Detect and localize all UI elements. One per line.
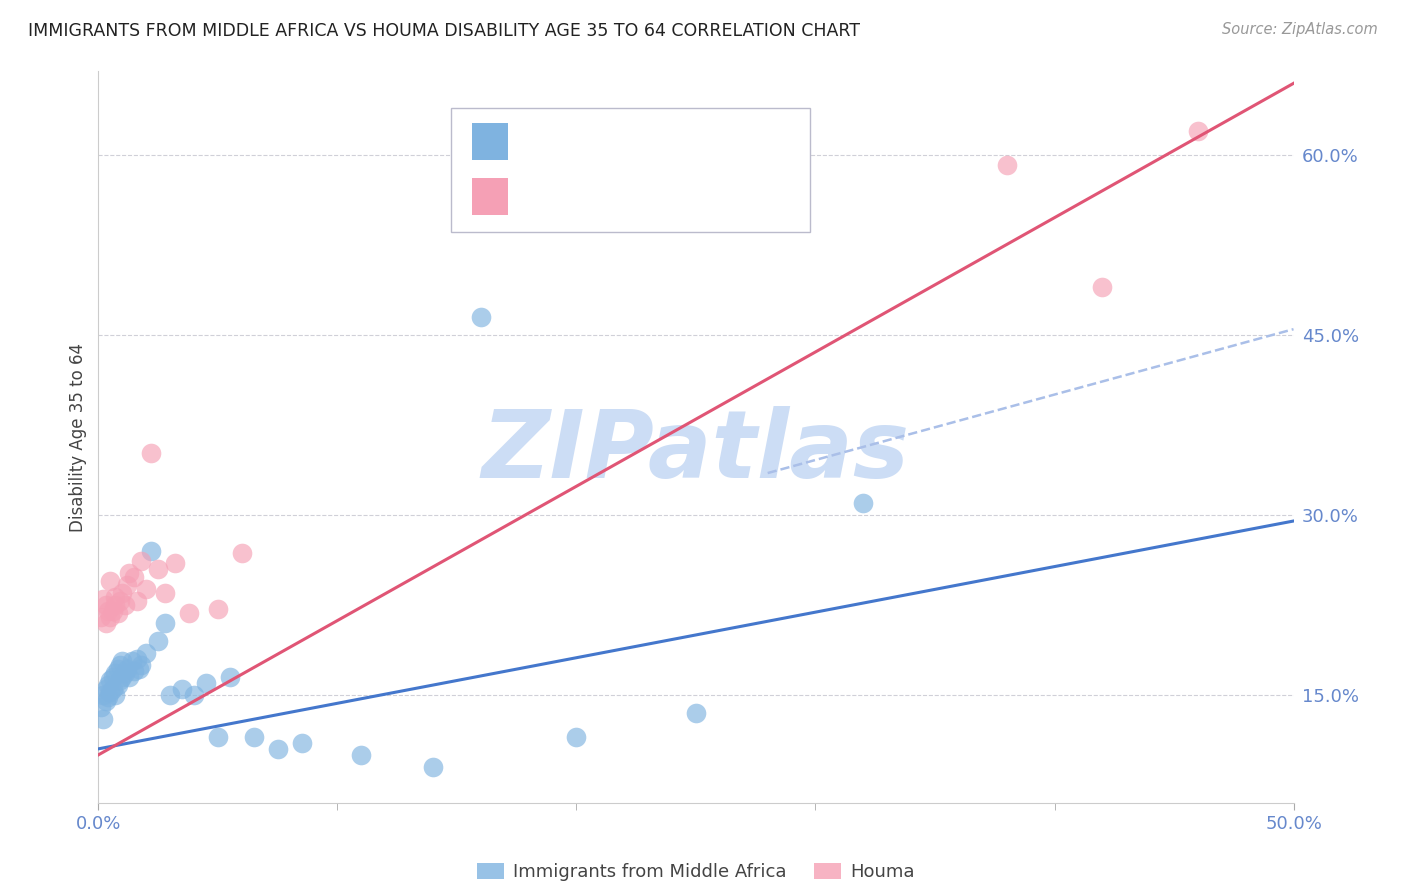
Point [124,664,146,678]
Point [179,607,201,621]
Point [91,712,114,726]
Point [104,598,127,612]
Point [118,566,141,580]
Point [97,678,120,692]
Point [350,747,373,762]
Point [125,594,148,608]
Point [94,598,117,612]
Point [159,688,181,702]
Point [111,586,134,600]
Point [98,574,122,588]
Point [111,654,134,668]
Point [115,577,138,591]
Point [97,690,120,705]
Point [207,730,229,744]
Text: Source: ZipAtlas.com: Source: ZipAtlas.com [1222,22,1378,37]
Point [114,666,136,681]
Point [98,685,122,699]
Point [139,445,162,459]
Point [148,634,170,648]
Y-axis label: Disability Age 35 to 64: Disability Age 35 to 64 [69,343,87,532]
Text: ZIPatlas: ZIPatlas [482,406,910,498]
Point [98,610,122,624]
Point [104,688,127,702]
Point [1091,280,1114,294]
Point [107,661,129,675]
Point [108,657,131,672]
Point [111,670,134,684]
Point [135,646,157,660]
Point [291,736,314,750]
Point [995,158,1018,172]
Point [131,553,153,567]
Legend: Immigrants from Middle Africa, Houma: Immigrants from Middle Africa, Houma [470,855,922,888]
Point [101,670,124,684]
Point [118,670,141,684]
Point [155,586,177,600]
Point [267,742,290,756]
Point [115,661,138,675]
Point [207,601,229,615]
Point [94,615,117,630]
Point [135,582,157,597]
Point [104,666,127,681]
Point [121,654,143,668]
Point [104,590,127,604]
Point [91,591,114,606]
Point [94,694,117,708]
Point [852,496,875,510]
Point [470,310,492,325]
Point [107,678,129,692]
Point [114,598,136,612]
Point [243,730,266,744]
Point [422,760,444,774]
Text: IMMIGRANTS FROM MIDDLE AFRICA VS HOUMA DISABILITY AGE 35 TO 64 CORRELATION CHART: IMMIGRANTS FROM MIDDLE AFRICA VS HOUMA D… [28,22,860,40]
Point [101,681,124,696]
Point [108,673,131,688]
Point [108,594,131,608]
Point [125,652,148,666]
Point [128,661,150,675]
Point [195,676,218,690]
Point [101,604,124,618]
Point [148,562,170,576]
Point [107,607,129,621]
Point [91,688,114,702]
Point [183,688,205,702]
Point [685,706,707,720]
Point [565,730,588,744]
Point [131,657,153,672]
Point [90,610,112,624]
Point [139,544,162,558]
Point [1187,124,1209,138]
Point [94,681,117,696]
Point [219,670,242,684]
Point [231,546,253,560]
Point [172,681,194,696]
Point [124,570,146,584]
Point [97,604,120,618]
Point [90,699,112,714]
Point [98,673,122,688]
Point [155,615,177,630]
Point [163,556,186,570]
